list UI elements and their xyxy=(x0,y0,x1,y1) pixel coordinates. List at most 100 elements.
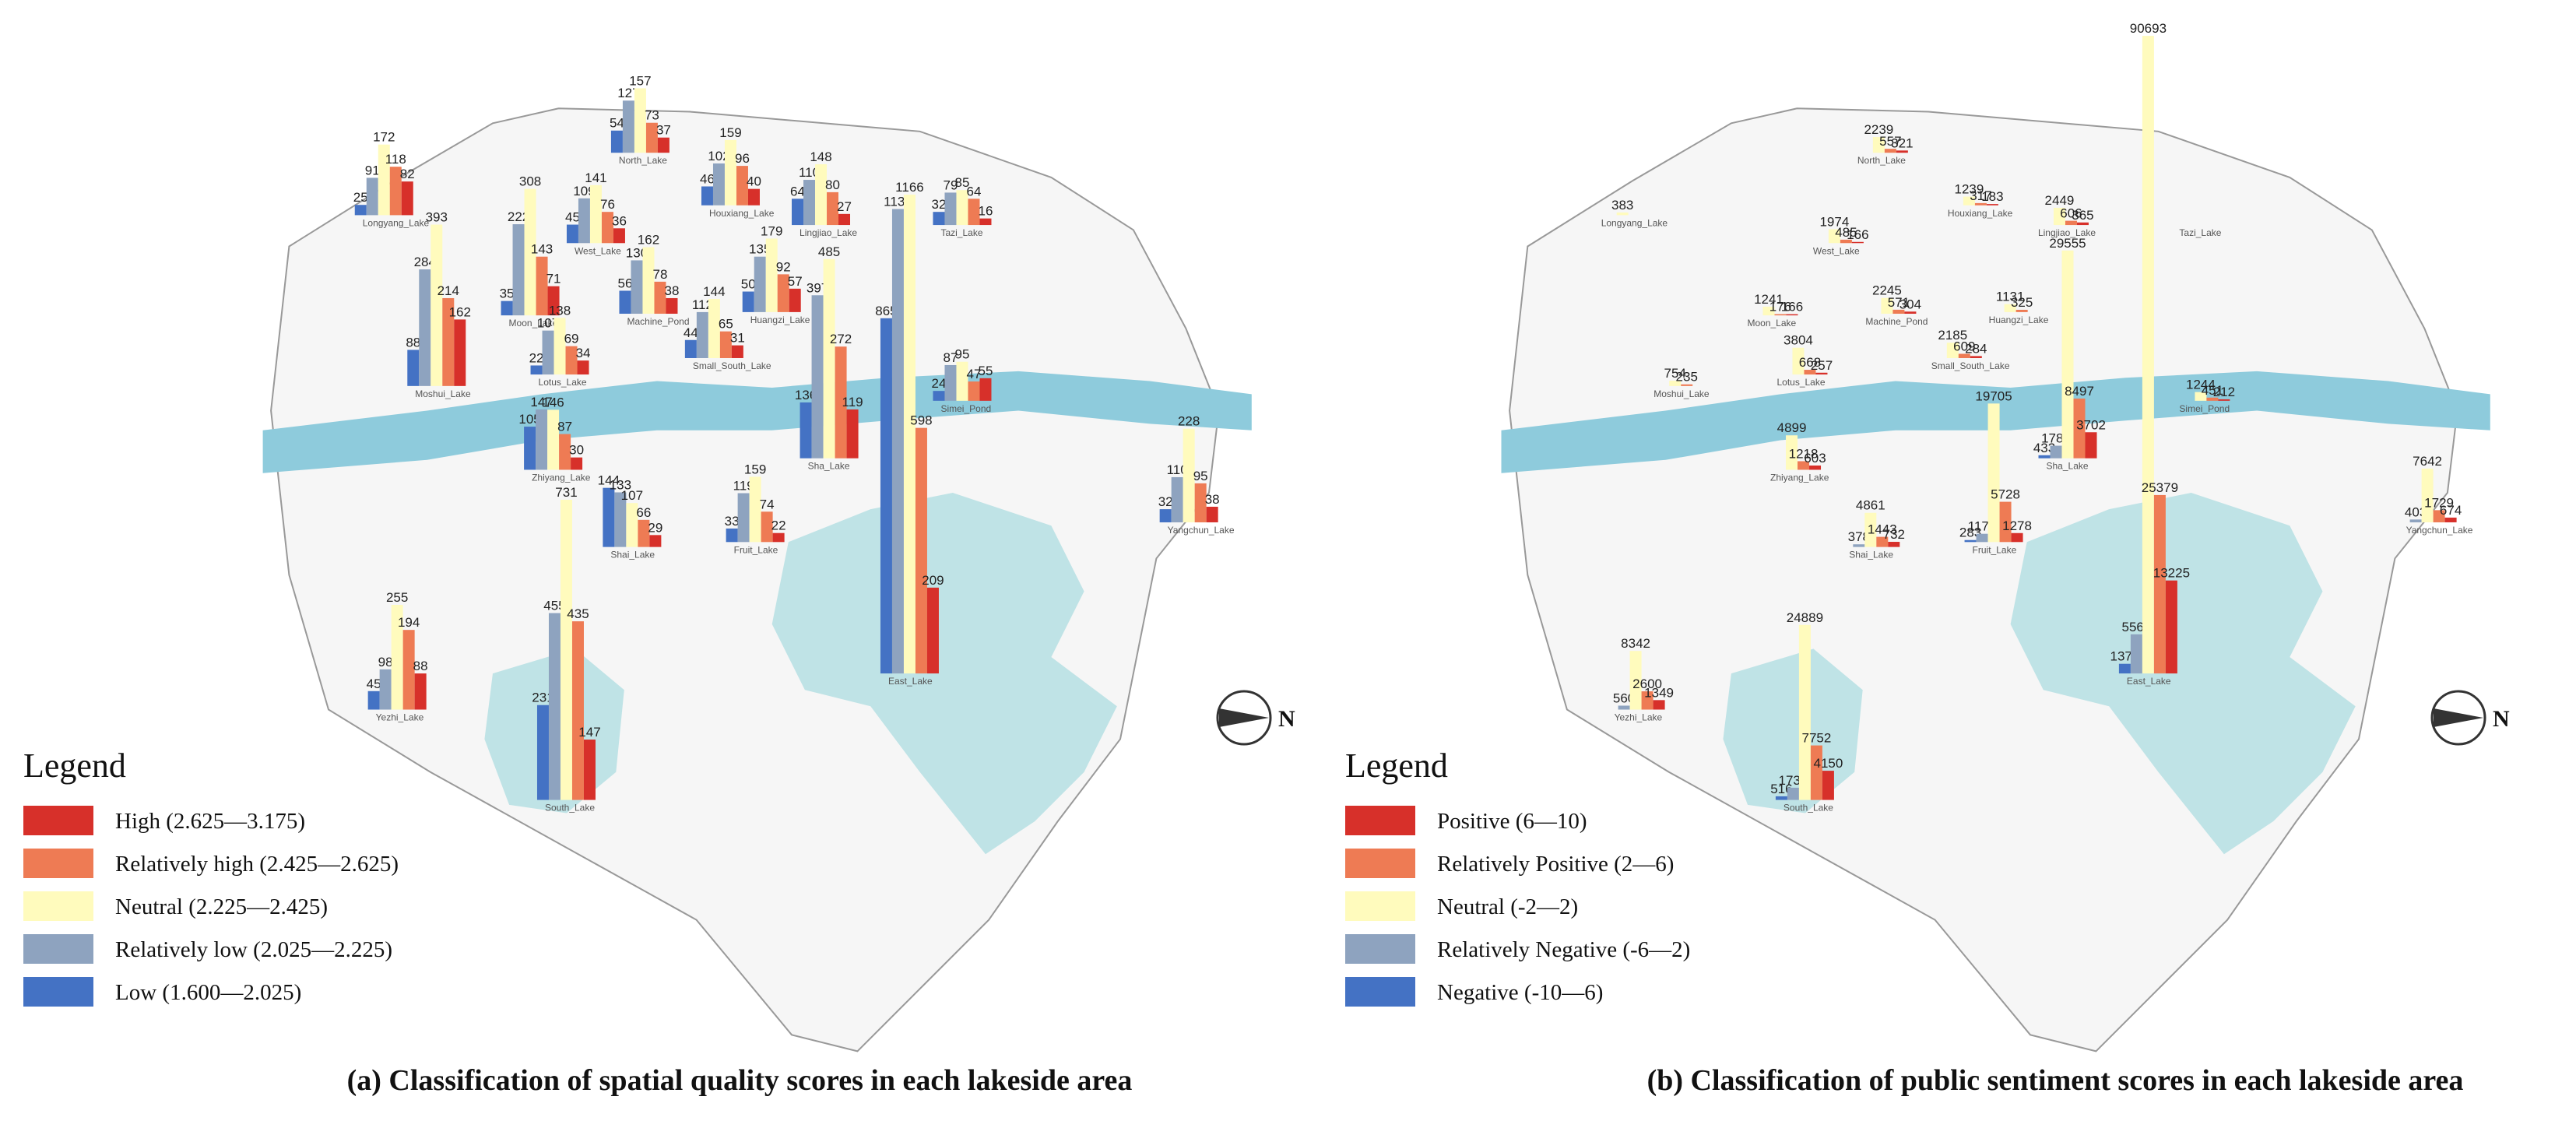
bar xyxy=(2011,532,2023,543)
bar-label: 56 xyxy=(618,276,633,290)
bar xyxy=(1974,202,1987,206)
bar-label: 85 xyxy=(955,175,970,190)
bar-label: 88 xyxy=(413,659,428,673)
bar xyxy=(442,297,455,386)
bar xyxy=(944,192,957,226)
bar xyxy=(903,195,915,674)
lake-label: Fruit_Lake xyxy=(1973,544,2017,555)
bar xyxy=(2409,519,2422,522)
bar-label: 1131 xyxy=(1996,290,2025,304)
lake-label: South_Lake xyxy=(1784,803,1833,814)
bar-label: 383 xyxy=(1611,198,1633,213)
bar xyxy=(777,274,789,312)
bar-label: 98 xyxy=(378,655,393,669)
bar xyxy=(566,224,578,244)
north-label: N xyxy=(1278,706,1295,732)
bar-label: 105 xyxy=(518,412,540,427)
bar xyxy=(1958,353,1970,358)
bar xyxy=(389,167,402,216)
bar xyxy=(846,409,859,459)
bar xyxy=(1798,624,1811,800)
bar-label: 451 xyxy=(2202,383,2223,398)
bar xyxy=(619,290,631,315)
bar-label: 110 xyxy=(799,165,820,180)
bar xyxy=(536,409,548,470)
bar xyxy=(642,247,655,315)
lake-label: Simei_Pond xyxy=(940,403,991,414)
bar xyxy=(1669,381,1682,386)
bar-label: 4861 xyxy=(1856,498,1885,513)
bar xyxy=(2085,432,2097,459)
bar xyxy=(610,130,623,153)
bar-label: 22 xyxy=(529,350,544,365)
bar-label: 95 xyxy=(1193,469,1208,483)
lake-label: Longyang_Lake xyxy=(363,217,430,228)
bar xyxy=(547,409,560,470)
bar xyxy=(1828,229,1840,244)
bar-label: 143 xyxy=(531,242,553,257)
legend-swatch xyxy=(23,977,93,1007)
bar-label: 87 xyxy=(557,420,572,434)
bar xyxy=(747,188,760,206)
bar xyxy=(583,740,596,800)
legend-swatch xyxy=(1345,891,1415,921)
bar xyxy=(2218,399,2230,401)
bar xyxy=(1864,512,1877,547)
bar-label: 4899 xyxy=(1777,420,1807,435)
legend-label: Neutral (2.225—2.425) xyxy=(115,894,328,919)
bar-label: 35 xyxy=(500,286,515,301)
lake-label: Zhiyang_Lake xyxy=(532,472,591,483)
lake-label: Simei_Pond xyxy=(2179,403,2230,414)
bar-label: 162 xyxy=(638,233,659,248)
bar xyxy=(547,286,560,316)
bar-label: 674 xyxy=(2440,503,2462,518)
bar xyxy=(933,391,945,401)
bar-label: 172 xyxy=(373,130,395,145)
bar-label: 119 xyxy=(733,479,754,494)
bar-label: 25 xyxy=(353,190,368,205)
bar-label: 38 xyxy=(1205,492,1220,507)
north-arrow xyxy=(1219,708,1269,727)
bar xyxy=(367,691,380,710)
bar xyxy=(749,476,761,543)
bar xyxy=(944,364,957,401)
bar xyxy=(2118,663,2131,674)
bar xyxy=(589,184,602,244)
bar-label: 73 xyxy=(645,108,659,123)
bar-label: 32 xyxy=(1158,494,1173,509)
bar-label: 485 xyxy=(818,244,840,259)
lake-label: Sha_Lake xyxy=(2047,461,2089,472)
lake-label: Moshui_Lake xyxy=(1653,388,1710,399)
bar xyxy=(2421,468,2434,522)
bar xyxy=(1815,372,1828,375)
bar-label: 1974 xyxy=(1819,214,1849,229)
bar-label: 50 xyxy=(741,277,756,292)
bar xyxy=(407,350,420,386)
bar-label: 80 xyxy=(825,177,840,192)
bar-label: 119 xyxy=(842,395,863,409)
bar xyxy=(554,318,566,375)
bar xyxy=(512,224,525,316)
bar xyxy=(1986,204,1998,206)
bar-label: 32 xyxy=(932,197,947,212)
bar-label: 102 xyxy=(708,149,729,163)
bar-label: 176 xyxy=(1769,300,1791,315)
bar xyxy=(2076,222,2089,226)
bar xyxy=(1786,435,1798,470)
bar-label: 136 xyxy=(795,388,817,402)
bar-label: 87 xyxy=(944,350,958,365)
bar-label: 74 xyxy=(760,497,775,511)
bar xyxy=(724,139,736,206)
legend-swatch xyxy=(1345,934,1415,964)
bar-label: 321 xyxy=(1891,135,1913,150)
bar xyxy=(649,535,662,547)
bar-label: 179 xyxy=(761,223,782,238)
bar xyxy=(657,137,669,153)
bar xyxy=(571,457,583,470)
bar-label: 16 xyxy=(979,204,993,219)
bar xyxy=(578,198,590,244)
bar-label: 2239 xyxy=(1864,122,1893,137)
legend-label: Negative (-10—6) xyxy=(1437,980,1603,1005)
bar xyxy=(613,228,625,244)
